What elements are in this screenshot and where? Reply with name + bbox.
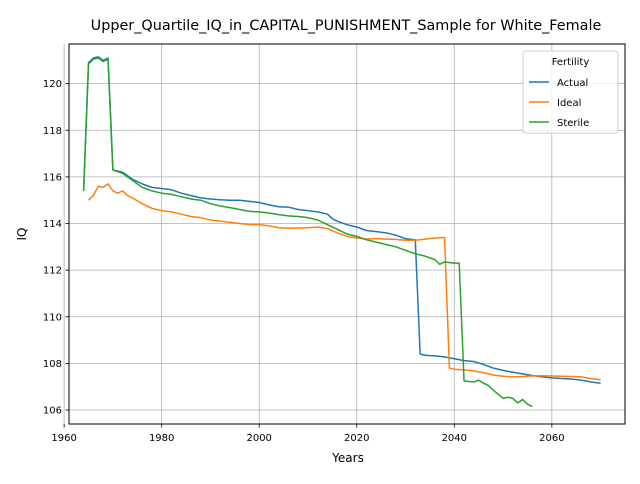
series-line-ideal xyxy=(87,183,601,381)
legend-box xyxy=(522,50,619,134)
legend-label-ideal: Ideal xyxy=(557,98,581,109)
x-tick-label: 2060 xyxy=(539,433,564,444)
y-tick-label: 106 xyxy=(43,406,62,417)
y-tick-label: 110 xyxy=(43,312,62,323)
x-tick-label: 1980 xyxy=(149,433,174,444)
legend-label-actual: Actual xyxy=(557,78,588,89)
legend: Fertility Actual Ideal Sterile xyxy=(522,50,619,134)
y-axis-label: IQ xyxy=(15,228,29,241)
x-tick-label: 2000 xyxy=(246,433,271,444)
y-tick-label: 116 xyxy=(43,172,62,183)
legend-label-sterile: Sterile xyxy=(557,118,589,129)
y-tick-label: 118 xyxy=(43,126,62,137)
chart-title: Upper_Quartile_IQ_in_CAPITAL_PUNISHMENT_… xyxy=(91,18,602,34)
x-tick-label: 2020 xyxy=(344,433,369,444)
x-tick-label: 1960 xyxy=(51,433,76,444)
plot-frame xyxy=(68,43,626,425)
series-line-actual xyxy=(82,56,601,384)
x-axis-label: Years xyxy=(331,451,364,465)
x-tick-label: 2040 xyxy=(442,433,467,444)
y-tick-label: 112 xyxy=(43,266,62,277)
y-tick-label: 114 xyxy=(43,219,62,230)
y-tick-label: 120 xyxy=(43,79,62,90)
y-tick-label: 108 xyxy=(43,359,62,370)
legend-title: Fertility xyxy=(552,57,590,68)
series-line-sterile xyxy=(82,57,533,408)
